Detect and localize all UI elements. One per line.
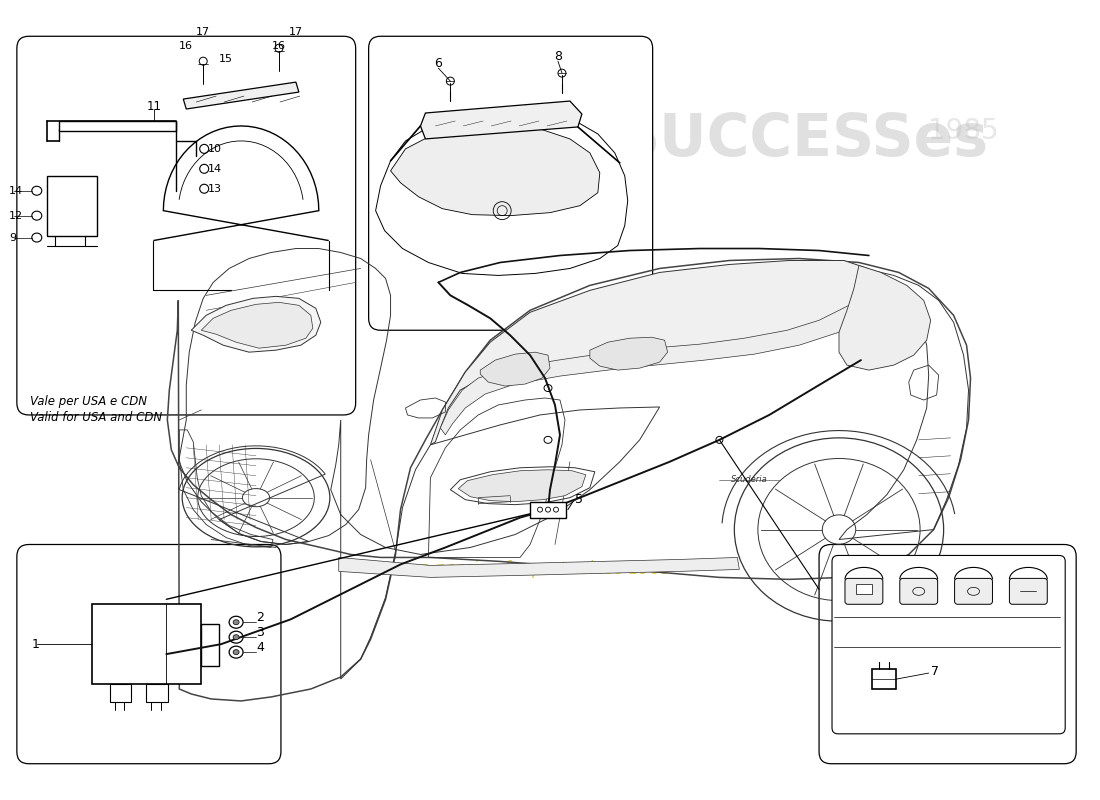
FancyBboxPatch shape: [955, 578, 992, 604]
Text: 7: 7: [931, 665, 938, 678]
Text: 5: 5: [575, 493, 583, 506]
Text: 16: 16: [179, 42, 194, 51]
Text: Vale per USA e CDN: Vale per USA e CDN: [30, 395, 146, 409]
FancyBboxPatch shape: [91, 604, 201, 684]
FancyBboxPatch shape: [856, 584, 872, 594]
FancyBboxPatch shape: [47, 176, 97, 235]
Text: 8: 8: [554, 50, 562, 62]
FancyBboxPatch shape: [900, 578, 937, 604]
Polygon shape: [481, 352, 550, 386]
FancyBboxPatch shape: [820, 545, 1076, 764]
Polygon shape: [420, 101, 582, 139]
Polygon shape: [390, 126, 600, 216]
Text: 15: 15: [219, 54, 233, 64]
Text: 14: 14: [208, 164, 222, 174]
Text: 11: 11: [146, 99, 162, 113]
FancyBboxPatch shape: [16, 545, 280, 764]
Text: 17: 17: [196, 27, 210, 38]
Polygon shape: [430, 261, 879, 445]
Polygon shape: [201, 302, 312, 348]
FancyBboxPatch shape: [110, 684, 132, 702]
Ellipse shape: [233, 650, 239, 654]
FancyBboxPatch shape: [201, 624, 219, 666]
Text: 12: 12: [9, 210, 23, 221]
Polygon shape: [440, 306, 864, 435]
Text: 3: 3: [256, 626, 264, 638]
Polygon shape: [839, 266, 931, 370]
Polygon shape: [459, 470, 586, 502]
Text: 4: 4: [256, 641, 264, 654]
Text: Scuderia: Scuderia: [730, 475, 768, 484]
Text: SUCCESSes: SUCCESSes: [617, 111, 989, 168]
FancyBboxPatch shape: [58, 121, 176, 131]
Text: 1: 1: [32, 638, 40, 650]
Text: 13: 13: [208, 184, 222, 194]
Text: 1985: 1985: [927, 117, 999, 145]
Polygon shape: [339, 558, 739, 578]
FancyBboxPatch shape: [832, 555, 1065, 734]
Ellipse shape: [233, 620, 239, 625]
Text: 17: 17: [289, 27, 302, 38]
Polygon shape: [184, 82, 299, 109]
Text: 10: 10: [208, 144, 222, 154]
FancyBboxPatch shape: [16, 36, 355, 415]
Ellipse shape: [233, 634, 239, 640]
FancyBboxPatch shape: [872, 669, 895, 689]
Text: 6: 6: [434, 57, 442, 70]
FancyBboxPatch shape: [146, 684, 168, 702]
FancyBboxPatch shape: [1010, 578, 1047, 604]
Text: 9: 9: [9, 233, 16, 242]
FancyBboxPatch shape: [368, 36, 652, 330]
Polygon shape: [590, 338, 668, 370]
Text: 2: 2: [256, 610, 264, 624]
Text: 14: 14: [9, 186, 23, 196]
Text: Valid for USA and CDN: Valid for USA and CDN: [30, 411, 162, 425]
Polygon shape: [191, 296, 321, 352]
FancyBboxPatch shape: [845, 578, 883, 604]
Text: a passion for parts since 1985: a passion for parts since 1985: [419, 561, 671, 578]
Text: 16: 16: [272, 42, 286, 51]
FancyBboxPatch shape: [530, 502, 565, 518]
